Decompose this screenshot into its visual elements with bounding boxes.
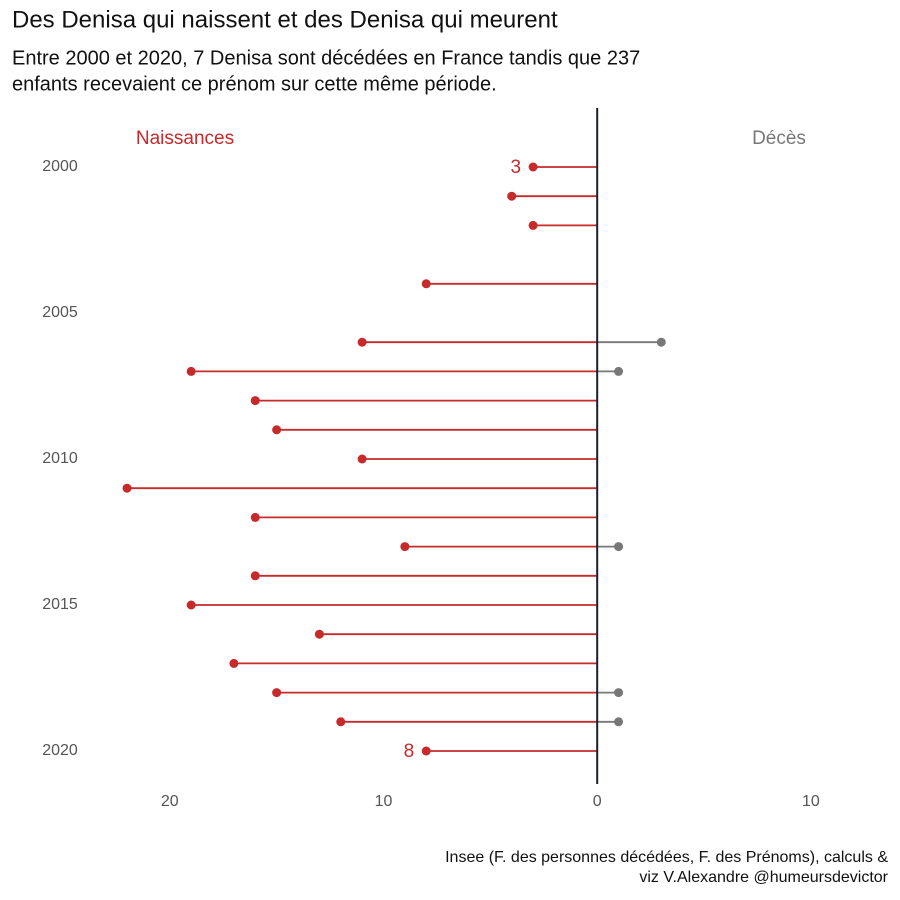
point xyxy=(357,454,367,464)
x-tick-label: 10 xyxy=(802,793,820,810)
point xyxy=(186,366,196,376)
point xyxy=(229,658,239,668)
caption: Insee (F. des personnes décédées, F. des… xyxy=(445,849,888,866)
point xyxy=(614,366,624,376)
data-label: 3 xyxy=(511,157,522,178)
legend-label: Naissances xyxy=(136,128,234,149)
legend-label: Décès xyxy=(752,128,806,149)
point xyxy=(528,220,538,230)
point xyxy=(507,191,517,201)
point xyxy=(250,512,260,522)
point xyxy=(614,717,624,727)
caption: viz V.Alexandre @humeursdevictor xyxy=(639,869,888,886)
point xyxy=(272,425,282,435)
y-tick-label: 2010 xyxy=(42,450,78,467)
chart-title: Des Denisa qui naissent et des Denisa qu… xyxy=(12,6,558,33)
point xyxy=(528,162,538,172)
x-tick-label: 0 xyxy=(593,793,602,810)
data-label: 8 xyxy=(404,741,415,762)
point xyxy=(421,279,431,289)
y-tick-label: 2015 xyxy=(42,596,78,613)
x-tick-label: 10 xyxy=(375,793,393,810)
point xyxy=(400,542,410,552)
x-tick-label: 20 xyxy=(161,793,179,810)
y-tick-label: 2000 xyxy=(42,158,78,175)
point xyxy=(272,688,282,698)
point xyxy=(186,600,196,610)
point xyxy=(656,337,666,347)
point xyxy=(250,571,260,581)
point xyxy=(122,483,132,493)
point xyxy=(314,629,324,639)
y-tick-label: 2005 xyxy=(42,304,78,321)
chart-subtitle: enfants recevaient ce prénom sur cette m… xyxy=(12,73,497,95)
point xyxy=(357,337,367,347)
point xyxy=(614,688,624,698)
y-tick-label: 2020 xyxy=(42,742,78,759)
point xyxy=(421,746,431,756)
chart-subtitle: Entre 2000 et 2020, 7 Denisa sont décédé… xyxy=(12,47,640,69)
point xyxy=(614,542,624,552)
point xyxy=(250,396,260,406)
point xyxy=(336,717,346,727)
